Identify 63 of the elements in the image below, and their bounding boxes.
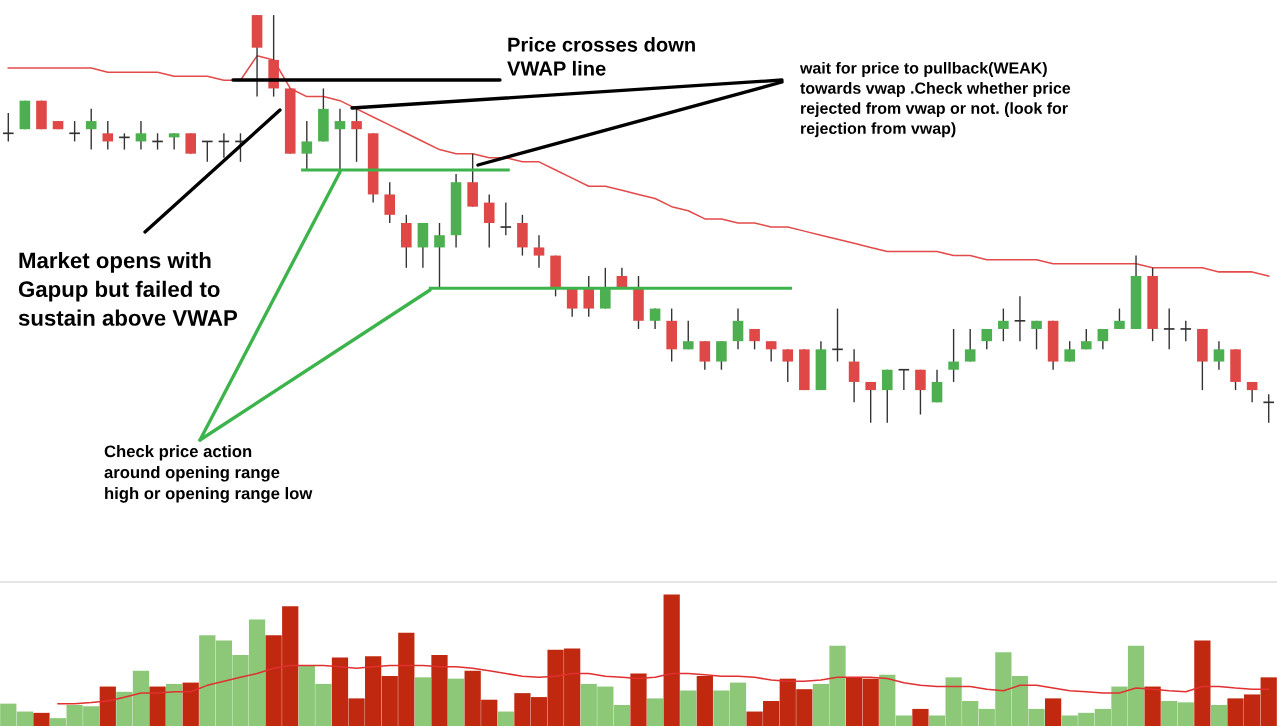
candlestick xyxy=(931,369,943,404)
candlestick xyxy=(682,320,694,351)
bar xyxy=(414,677,432,726)
bar xyxy=(1194,640,1211,726)
candlestick xyxy=(334,108,346,171)
candlestick xyxy=(1262,393,1275,424)
candlestick xyxy=(351,108,362,163)
candlestick xyxy=(434,222,445,289)
bar xyxy=(630,673,647,726)
bar xyxy=(696,676,713,726)
bar xyxy=(646,698,664,726)
candlestick xyxy=(964,328,976,363)
annotation: Price crosses down VWAP line xyxy=(507,37,695,76)
candlestick xyxy=(2,112,15,143)
bar xyxy=(1144,686,1161,726)
bar xyxy=(447,678,465,726)
bar xyxy=(182,682,199,726)
candlestick xyxy=(865,381,876,424)
bar xyxy=(149,686,166,726)
candlestick xyxy=(732,307,744,351)
candlestick xyxy=(85,108,97,151)
candlestick xyxy=(1031,320,1042,351)
candlestick xyxy=(897,368,910,391)
bar xyxy=(663,594,680,726)
annotation: Market opens with Gapup but failed to sustain above VWAP xyxy=(18,252,238,326)
candlestick xyxy=(102,120,114,151)
candlestick xyxy=(1013,295,1027,342)
candlestick xyxy=(1163,307,1176,351)
candlestick xyxy=(1114,307,1125,330)
candlestick xyxy=(168,132,180,151)
candlestick xyxy=(1179,320,1192,342)
candlestick xyxy=(533,234,545,269)
candlestick xyxy=(848,348,860,404)
bar xyxy=(912,708,929,726)
candlestick xyxy=(301,120,313,171)
candlestick xyxy=(765,340,777,363)
bar xyxy=(166,683,183,726)
bar xyxy=(99,686,116,726)
candlestick xyxy=(185,132,197,155)
bar xyxy=(497,711,514,726)
candlestick xyxy=(583,275,595,318)
candlestick xyxy=(998,307,1009,342)
bar xyxy=(1044,698,1062,726)
candlestick xyxy=(499,201,512,236)
text: Check price action around opening range high or opening range low xyxy=(104,445,313,503)
bar xyxy=(1210,704,1228,726)
bar xyxy=(431,654,448,726)
candlestick xyxy=(68,120,81,143)
bar xyxy=(680,690,697,726)
candlestick xyxy=(135,120,147,151)
candlestick xyxy=(1213,340,1225,371)
candlestick xyxy=(881,369,893,424)
candlestick xyxy=(915,369,926,416)
candlestick xyxy=(782,348,794,383)
candlestick xyxy=(948,328,959,383)
candlestick xyxy=(1064,340,1075,363)
candlestick xyxy=(483,193,495,249)
candlestick xyxy=(384,181,396,224)
candlestick xyxy=(600,267,611,310)
bar xyxy=(33,712,50,726)
candlestick xyxy=(716,340,727,371)
candlestick xyxy=(699,340,711,371)
annotation: wait for price to pullback(WEAK) towards vwap .Check whether price rejected from vwap or not. (look for rejection from vwap) xyxy=(799,62,1071,138)
